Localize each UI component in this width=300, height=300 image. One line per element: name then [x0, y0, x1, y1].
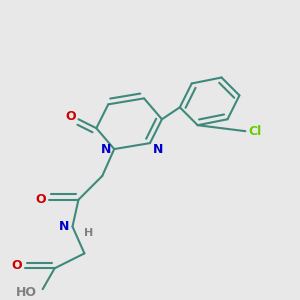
- Text: H: H: [84, 227, 94, 238]
- Text: O: O: [35, 193, 46, 206]
- Text: O: O: [11, 259, 22, 272]
- Text: O: O: [66, 110, 76, 123]
- Text: N: N: [59, 220, 70, 233]
- Text: N: N: [153, 142, 164, 156]
- Text: Cl: Cl: [248, 125, 262, 138]
- Text: N: N: [101, 142, 111, 156]
- Text: HO: HO: [16, 286, 37, 299]
